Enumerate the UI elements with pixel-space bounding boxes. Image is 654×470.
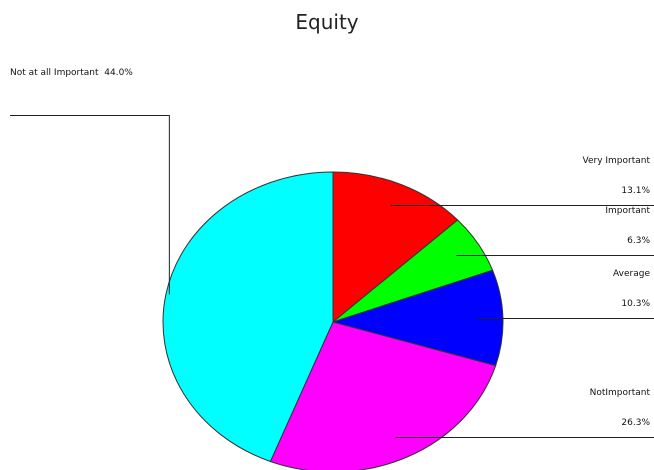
chart-title: Equity (295, 10, 359, 34)
pie-slice (331, 269, 504, 367)
pie-slice (269, 321, 497, 470)
category-label: Very Important (582, 155, 651, 166)
leader-line (10, 115, 170, 295)
slice-label: Not at all Important 44.0% (10, 55, 140, 92)
pie-slice (332, 171, 459, 324)
category-label: Important (605, 205, 650, 216)
value-label: 6.3% (627, 235, 650, 246)
pie-slice (162, 171, 334, 463)
value-label: 26.3% (621, 417, 650, 428)
slice-label: Average 10.3% (613, 259, 650, 319)
slice-label: Important 6.3% (605, 196, 650, 256)
value-label: 10.3% (621, 298, 650, 309)
category-label: Not at all Important (10, 68, 99, 78)
value-label: 13.1% (621, 185, 650, 196)
value-label: 44.0% (104, 68, 133, 78)
category-label: Average (613, 268, 650, 279)
slice-label: NotImportant 26.3% (590, 378, 650, 438)
category-label: NotImportant (589, 387, 650, 398)
slice-label: Very Important 13.1% (583, 146, 651, 206)
